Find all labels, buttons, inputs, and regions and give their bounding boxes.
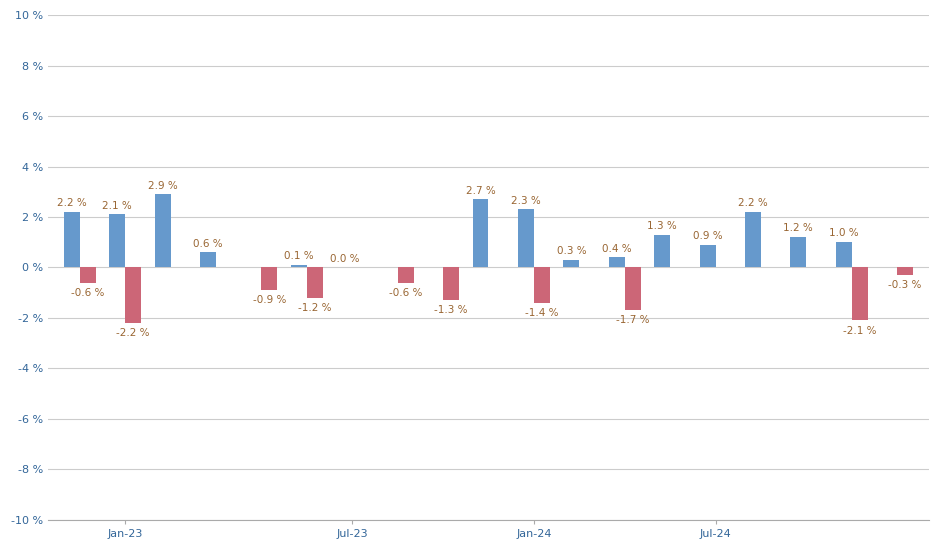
Bar [654, 235, 670, 267]
Bar [473, 199, 489, 267]
Bar [745, 212, 760, 267]
Bar [852, 267, 868, 321]
Bar [609, 257, 625, 267]
Bar [125, 267, 141, 323]
Text: 2.3 %: 2.3 % [511, 196, 540, 206]
Text: -1.7 %: -1.7 % [616, 316, 650, 326]
Bar [625, 267, 640, 310]
Text: 0.4 %: 0.4 % [602, 244, 632, 254]
Bar [534, 267, 550, 303]
Bar [443, 267, 459, 300]
Bar [291, 265, 306, 267]
Text: -0.6 %: -0.6 % [71, 288, 104, 298]
Text: 0.9 %: 0.9 % [693, 231, 722, 241]
Text: -0.9 %: -0.9 % [253, 295, 286, 305]
Bar [518, 210, 534, 267]
Bar [261, 267, 277, 290]
Text: 2.2 %: 2.2 % [738, 198, 768, 208]
Bar [64, 212, 80, 267]
Bar [398, 267, 414, 283]
Text: -1.3 %: -1.3 % [434, 305, 468, 315]
Bar [836, 242, 852, 267]
Text: -1.4 %: -1.4 % [525, 308, 558, 318]
Text: 2.7 %: 2.7 % [465, 185, 495, 196]
Text: 0.1 %: 0.1 % [284, 251, 314, 261]
Text: 1.3 %: 1.3 % [648, 221, 677, 231]
Text: -2.1 %: -2.1 % [843, 326, 876, 336]
Bar [563, 260, 579, 267]
Bar [699, 245, 715, 267]
Text: -0.6 %: -0.6 % [389, 288, 422, 298]
Text: 0.6 %: 0.6 % [194, 239, 223, 249]
Text: 1.2 %: 1.2 % [783, 223, 813, 233]
Bar [80, 267, 96, 283]
Text: -0.3 %: -0.3 % [888, 280, 922, 290]
Text: 2.9 %: 2.9 % [148, 180, 178, 190]
Text: -2.2 %: -2.2 % [117, 328, 150, 338]
Bar [109, 214, 125, 267]
Bar [791, 237, 807, 267]
Text: 2.1 %: 2.1 % [102, 201, 133, 211]
Text: 2.2 %: 2.2 % [57, 198, 86, 208]
Bar [306, 267, 322, 298]
Text: 0.3 %: 0.3 % [556, 246, 587, 256]
Text: -1.2 %: -1.2 % [298, 303, 332, 313]
Bar [897, 267, 913, 275]
Bar [155, 194, 171, 267]
Text: 0.0 %: 0.0 % [330, 254, 359, 263]
Text: 1.0 %: 1.0 % [829, 228, 858, 239]
Bar [200, 252, 216, 267]
